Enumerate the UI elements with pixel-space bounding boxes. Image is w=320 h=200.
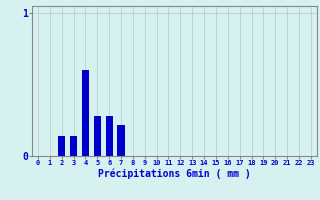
Bar <box>106 116 113 156</box>
Bar <box>117 125 124 156</box>
Bar <box>58 136 65 156</box>
X-axis label: Précipitations 6min ( mm ): Précipitations 6min ( mm ) <box>98 169 251 179</box>
Bar <box>82 70 89 156</box>
Bar <box>70 136 77 156</box>
Bar <box>94 116 101 156</box>
